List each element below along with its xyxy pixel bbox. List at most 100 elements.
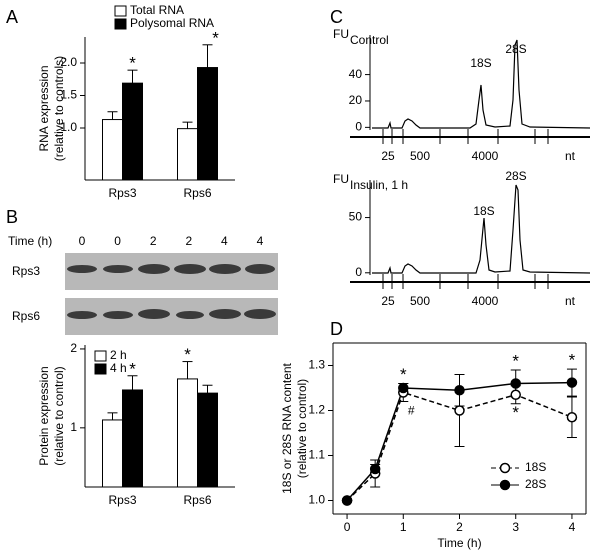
legend-label: 18S xyxy=(525,460,546,474)
annotation: * xyxy=(512,351,519,370)
x-tick-label: 500 xyxy=(410,294,430,308)
annotation: * xyxy=(400,365,407,384)
x-tick-label: 25 xyxy=(381,294,395,308)
y-axis-label: FU xyxy=(333,27,349,41)
y-tick-label: 1.0 xyxy=(308,493,325,507)
x-axis-label: nt xyxy=(565,149,576,163)
annotation: * xyxy=(569,351,576,370)
peak-label: 18S xyxy=(470,56,491,70)
legend-label: 4 h xyxy=(110,361,127,375)
y-tick-label: 40 xyxy=(349,67,363,81)
y-axis-label: RNA expression xyxy=(37,65,51,151)
panel-label: D xyxy=(330,319,343,339)
bar xyxy=(177,128,198,181)
point xyxy=(566,377,578,388)
legend-label: 28S xyxy=(525,477,546,491)
axis-bar xyxy=(350,281,590,283)
bar xyxy=(177,378,198,488)
y-tick-label: 1 xyxy=(70,420,77,434)
point xyxy=(341,495,353,506)
peak-label: 18S xyxy=(473,204,494,218)
y-tick-label: 0 xyxy=(355,265,362,279)
y-tick-label: 1.3 xyxy=(308,358,325,372)
panel-label: B xyxy=(6,207,18,227)
annotation: * xyxy=(129,54,136,73)
peak-label: 28S xyxy=(505,42,526,56)
legend-marker xyxy=(499,462,511,474)
lane-label: 0 xyxy=(114,234,121,248)
annotation: * xyxy=(212,28,219,47)
y-axis-label: FU xyxy=(333,172,349,186)
y-tick-label: 1.5 xyxy=(60,88,77,102)
point xyxy=(454,385,465,396)
panel-label: A xyxy=(6,7,18,27)
lane-label: 2 xyxy=(185,234,192,248)
series-line xyxy=(346,391,573,502)
bar xyxy=(197,67,218,181)
trace xyxy=(372,39,591,129)
panel-label: C xyxy=(330,7,343,27)
legend-marker xyxy=(499,479,511,491)
bar xyxy=(122,82,143,181)
trace-label: Insulin, 1 h xyxy=(350,178,408,192)
legend-swatch xyxy=(114,5,127,17)
bar xyxy=(102,119,123,181)
blot-title: Time (h) xyxy=(8,234,52,248)
legend-label: Total RNA xyxy=(130,3,184,17)
y-tick-label: 1.2 xyxy=(308,403,325,417)
trace-label: Control xyxy=(350,33,389,47)
y-tick-label: 20 xyxy=(349,93,363,107)
x-tick-label: 25 xyxy=(381,149,395,163)
lane-label: 4 xyxy=(257,234,264,248)
y-tick-label: 1.1 xyxy=(308,448,325,462)
y-axis-label: (relative to control) xyxy=(52,366,66,465)
y-axis-label: Protein expression xyxy=(37,366,51,465)
legend-label: 2 h xyxy=(110,348,127,362)
axis-bar xyxy=(350,136,590,138)
y-axis-label: 18S or 28S RNA content xyxy=(280,362,294,493)
legend-label: Polysomal RNA xyxy=(130,16,214,30)
x-tick-label: 2 xyxy=(456,520,463,534)
x-axis-label: Time (h) xyxy=(437,536,481,550)
x-tick-label: 4 xyxy=(569,520,576,534)
x-tick-label: 3 xyxy=(512,520,519,534)
point xyxy=(454,405,465,416)
x-tick-label: 1 xyxy=(400,520,407,534)
point xyxy=(566,412,578,423)
legend-swatch xyxy=(94,350,107,362)
x-tick-label: 0 xyxy=(344,520,351,534)
row-label: Rps3 xyxy=(12,264,40,278)
point xyxy=(398,382,409,394)
point xyxy=(510,389,521,400)
y-tick-label: 0 xyxy=(355,120,362,134)
y-tick-label: 50 xyxy=(349,210,363,224)
bar xyxy=(122,389,143,488)
annotation: * xyxy=(184,345,191,364)
legend-swatch xyxy=(94,363,107,375)
x-tick-label: Rps6 xyxy=(183,493,211,507)
peak-label: 28S xyxy=(505,169,526,183)
y-tick-label: 2 xyxy=(70,341,77,355)
y-tick-label: 2.0 xyxy=(60,55,77,69)
annotation: # xyxy=(408,404,415,418)
x-tick-label: 4000 xyxy=(472,149,499,163)
x-axis-label: nt xyxy=(565,294,576,308)
point xyxy=(510,378,521,389)
lane-label: 4 xyxy=(221,234,228,248)
y-axis-label: (relative to control) xyxy=(295,379,309,478)
y-tick-label: 1.0 xyxy=(60,120,77,134)
x-tick-label: Rps3 xyxy=(108,186,136,200)
x-tick-label: 500 xyxy=(410,149,430,163)
row-label: Rps6 xyxy=(12,309,40,323)
x-tick-label: Rps3 xyxy=(108,493,136,507)
lane-label: 2 xyxy=(150,234,157,248)
y-axis-label: (relative to controls) xyxy=(52,56,66,161)
trace xyxy=(372,184,591,274)
annotation: * xyxy=(512,403,519,422)
legend-swatch xyxy=(114,18,127,30)
blot-image xyxy=(65,253,278,335)
bar xyxy=(197,392,218,488)
lane-label: 0 xyxy=(79,234,86,248)
x-tick-label: Rps6 xyxy=(183,186,211,200)
